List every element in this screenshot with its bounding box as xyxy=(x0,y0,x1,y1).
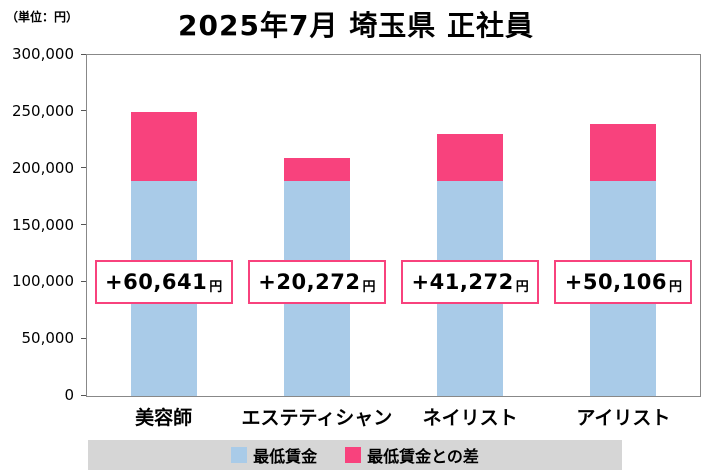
y-tick-label: 50,000 xyxy=(21,329,75,348)
legend-item-minimum-wage: 最低賃金 xyxy=(231,443,317,467)
bar-segment-difference xyxy=(130,111,197,181)
unit-label: （単位：円） xyxy=(6,10,79,24)
legend: 最低賃金 最低賃金との差 xyxy=(88,440,622,470)
y-tick-label: 0 xyxy=(64,386,74,404)
legend-item-difference: 最低賃金との差 xyxy=(345,443,479,467)
bar-column: +50,106 円アイリスト xyxy=(547,55,700,429)
bar-segment-difference xyxy=(437,133,504,181)
y-tick-mark xyxy=(81,394,86,396)
difference-unit: 円 xyxy=(209,279,223,295)
stacked-bar xyxy=(130,111,197,396)
bar-segment-difference xyxy=(283,157,350,181)
legend-label-difference: 最低賃金との差 xyxy=(367,447,479,466)
difference-amount: +50,106 xyxy=(564,269,667,294)
y-tick-label: 100,000 xyxy=(11,272,74,291)
legend-swatch-minimum-wage xyxy=(231,447,248,463)
x-category-label: エステティシャン xyxy=(241,407,393,429)
chart-title: 2025年7月 埼玉県 正社員 xyxy=(178,9,534,42)
y-tick-label: 250,000 xyxy=(11,101,74,120)
bar-column: +20,272 円エステティシャン xyxy=(240,55,393,429)
y-tick-label: 200,000 xyxy=(11,158,74,177)
difference-label-box: +20,272 円 xyxy=(247,259,386,304)
y-tick-mark xyxy=(81,110,86,112)
x-category-label: 美容師 xyxy=(135,407,193,429)
y-tick-mark xyxy=(81,337,86,339)
difference-label-box: +60,641 円 xyxy=(94,259,233,304)
bar-column: +60,641 円美容師 xyxy=(87,55,240,429)
legend-swatch-difference xyxy=(345,447,362,463)
y-tick-label: 300,000 xyxy=(11,45,74,63)
difference-unit: 円 xyxy=(668,279,682,295)
y-tick-mark xyxy=(81,53,86,55)
difference-amount: +41,272 xyxy=(411,269,514,294)
legend-label-minimum-wage: 最低賃金 xyxy=(253,447,318,466)
x-category-label: アイリスト xyxy=(576,407,671,429)
plot-area: +60,641 円美容師 +20,272 円エステティシャン +41,272 円ネイリスト… xyxy=(86,54,701,429)
difference-unit: 円 xyxy=(515,279,529,295)
y-axis: 300,000 250,000 200,000 150,000 100,000 50,00… xyxy=(0,45,86,404)
difference-amount: +20,272 xyxy=(258,269,361,294)
difference-label-box: +50,106 円 xyxy=(554,259,693,304)
difference-label-box: +41,272 円 xyxy=(401,259,540,304)
difference-unit: 円 xyxy=(362,279,376,295)
bar-column: +41,272 円ネイリスト xyxy=(394,55,547,429)
y-tick-mark xyxy=(81,167,86,169)
y-tick-mark xyxy=(81,280,86,282)
y-tick-label: 150,000 xyxy=(11,215,74,234)
difference-amount: +60,641 xyxy=(105,269,208,294)
y-tick-mark xyxy=(81,224,86,225)
x-category-label: ネイリスト xyxy=(422,407,518,429)
bar-segment-difference xyxy=(590,123,657,181)
